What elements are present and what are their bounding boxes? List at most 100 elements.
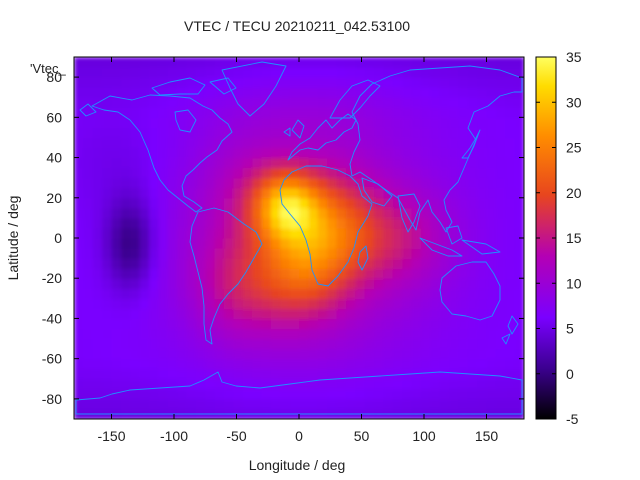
heatmap-cell <box>280 77 291 88</box>
heatmap-cell <box>327 147 338 159</box>
heatmap-cell <box>439 167 450 179</box>
heatmap-cell <box>327 177 338 189</box>
heatmap-cell <box>345 147 356 159</box>
heatmap-cell <box>458 388 469 400</box>
heatmap-cell <box>411 308 422 320</box>
heatmap-cell <box>402 248 413 259</box>
heatmap-cell <box>289 258 300 269</box>
heatmap-cell <box>458 278 469 289</box>
heatmap-cell <box>130 288 141 299</box>
heatmap-cell <box>83 298 94 309</box>
heatmap-cell <box>495 107 506 118</box>
heatmap-cell <box>242 248 253 259</box>
heatmap-cell <box>167 358 178 370</box>
heatmap-cell <box>299 248 309 259</box>
heatmap-cell <box>495 217 506 229</box>
heatmap-cell <box>505 248 516 259</box>
heatmap-cell <box>317 227 328 239</box>
heatmap-cell <box>233 388 244 400</box>
heatmap-cell <box>158 268 169 279</box>
coastlines <box>75 61 523 415</box>
heatmap-cell <box>205 298 216 309</box>
heatmap-cell <box>345 137 356 149</box>
y-tick-label: 20 <box>46 190 62 206</box>
heatmap-cell <box>402 348 413 360</box>
heatmap-cell <box>458 368 469 380</box>
heatmap-cell <box>383 57 394 68</box>
heatmap-cell <box>233 368 244 380</box>
heatmap-cell <box>74 77 84 88</box>
heatmap-cell <box>308 107 319 118</box>
heatmap-cell <box>514 197 524 209</box>
heatmap-cell <box>402 147 413 159</box>
heatmap-cell <box>130 278 141 289</box>
heatmap-cell <box>458 87 469 98</box>
heatmap-cell <box>252 117 263 128</box>
heatmap-cell <box>252 258 263 269</box>
heatmap-cell <box>345 227 356 239</box>
heatmap-cell <box>495 368 506 380</box>
heatmap-cell <box>195 248 206 259</box>
heatmap-cell <box>242 338 253 350</box>
heatmap-cell <box>74 378 84 390</box>
heatmap-cell <box>317 288 328 299</box>
heatmap-cell <box>374 318 384 330</box>
heatmap-cell <box>430 207 441 219</box>
heatmap-cell <box>120 308 131 320</box>
heatmap-cell <box>158 117 169 128</box>
heatmap-cell <box>486 217 497 229</box>
heatmap-cell <box>233 127 244 139</box>
heatmap-cell <box>411 248 422 259</box>
heatmap-cell <box>139 258 150 269</box>
heatmap-cell <box>477 358 488 370</box>
heatmap-cell <box>280 348 291 360</box>
heatmap-cell <box>514 308 524 320</box>
heatmap-cell <box>439 117 450 128</box>
heatmap-cell <box>402 328 413 340</box>
heatmap-cell <box>327 127 338 139</box>
heatmap-cell <box>392 268 403 279</box>
heatmap-cell <box>402 117 413 128</box>
heatmap-cell <box>102 57 113 68</box>
colorbar-tick-label: 20 <box>566 185 582 201</box>
heatmap-cell <box>242 358 253 370</box>
heatmap-cell <box>111 227 122 239</box>
heatmap-cell <box>224 157 234 169</box>
heatmap-cell <box>158 77 169 88</box>
heatmap-cell <box>74 117 84 128</box>
heatmap-cell <box>486 127 497 139</box>
heatmap-cell <box>149 338 159 350</box>
heatmap-cell <box>411 197 422 209</box>
heatmap-cell <box>74 217 84 229</box>
heatmap-cell <box>233 258 244 269</box>
heatmap-cell <box>83 258 94 269</box>
heatmap-cell <box>139 308 150 320</box>
heatmap-cell <box>130 258 141 269</box>
heatmap-cell <box>224 137 234 149</box>
heatmap-cell <box>299 137 309 149</box>
heatmap-cell <box>261 67 272 78</box>
heatmap-cell <box>355 378 366 390</box>
heatmap-cell <box>139 378 150 390</box>
heatmap-cell <box>289 217 300 229</box>
heatmap-cell <box>270 67 281 78</box>
heatmap-cell <box>392 177 403 189</box>
heatmap-cell <box>439 398 450 410</box>
heatmap-cell <box>242 318 253 330</box>
heatmap-cell <box>195 298 206 309</box>
heatmap-cell <box>449 77 459 88</box>
heatmap-cell <box>233 217 244 229</box>
heatmap-cell <box>299 67 309 78</box>
heatmap-cell <box>233 238 244 249</box>
heatmap-cell <box>214 398 225 410</box>
heatmap-cell <box>177 278 188 289</box>
heatmap-cell <box>392 87 403 98</box>
heatmap-cell <box>74 97 84 108</box>
heatmap-cell <box>449 177 459 189</box>
heatmap-cell <box>167 318 178 330</box>
heatmap-cell <box>411 167 422 179</box>
heatmap-cell <box>430 197 441 209</box>
heatmap-cell <box>130 137 141 149</box>
heatmap-cell <box>449 358 459 370</box>
heatmap-cell <box>139 368 150 380</box>
